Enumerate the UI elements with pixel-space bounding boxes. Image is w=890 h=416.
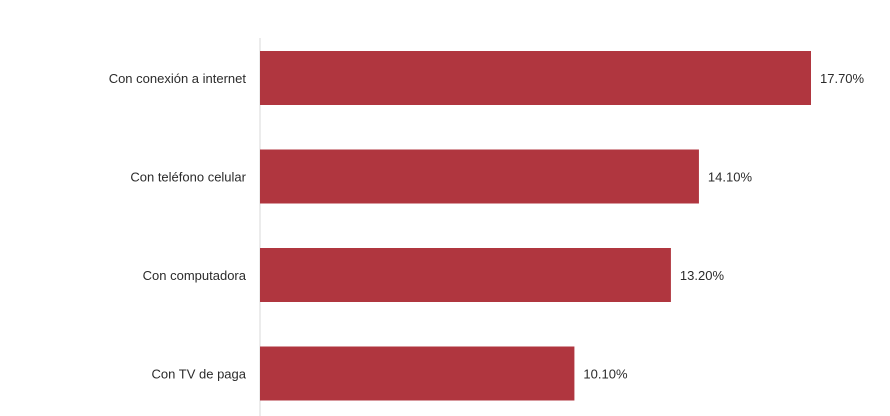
value-label: 17.70% [820,71,865,86]
bar [260,51,811,105]
bar [260,248,671,302]
value-label: 14.10% [708,170,753,185]
category-label: Con conexión a internet [109,71,247,86]
value-label: 13.20% [680,268,725,283]
value-label: 10.10% [583,367,628,382]
bar [260,346,575,401]
category-label: Con TV de paga [152,367,247,382]
category-label: Con computadora [143,268,247,283]
bars-layer: Con conexión a internet 17.70% Con teléfon… [109,38,865,416]
category-label: Con teléfono celular [130,170,246,185]
bar [260,149,699,204]
